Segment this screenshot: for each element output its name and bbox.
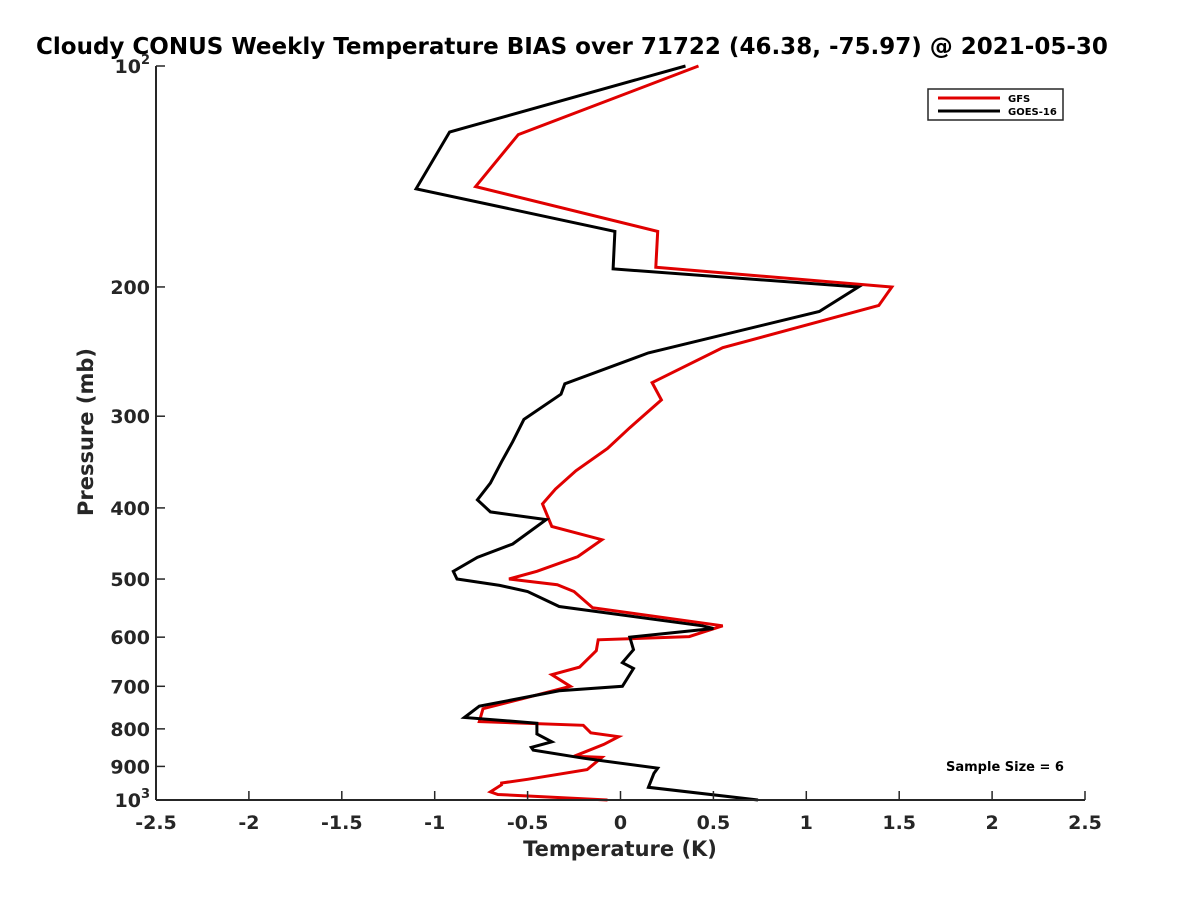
chart-title: Cloudy CONUS Weekly Temperature BIAS ove… — [36, 34, 1108, 60]
y-tick-label: 800 — [110, 719, 150, 741]
y-tick-label: 300 — [110, 406, 150, 428]
y-tick-base: 10 — [115, 56, 141, 78]
series-line-goes-16 — [413, 64, 863, 802]
legend-label-gfs: GFS — [1008, 94, 1030, 105]
y-tick-base: 10 — [115, 790, 141, 812]
y-tick-label: 102 — [115, 53, 151, 78]
legend-box — [927, 88, 1064, 121]
x-tick-label: -2 — [238, 812, 259, 834]
y-tick-label: 600 — [110, 627, 150, 649]
legend-label-goes-16: GOES-16 — [1008, 107, 1057, 118]
y-tick-label: 700 — [110, 676, 150, 698]
y-tick-label: 400 — [110, 498, 150, 520]
y-tick-exponent: 3 — [141, 787, 150, 802]
y-tick-label: 500 — [110, 569, 150, 591]
y-tick-exponent: 2 — [141, 53, 150, 68]
x-tick-label: -1 — [424, 812, 445, 834]
x-tick-label: -0.5 — [507, 812, 549, 834]
x-tick-label: -1.5 — [321, 812, 363, 834]
y-tick-label: 200 — [110, 277, 150, 299]
series-layer — [413, 64, 895, 802]
y-tick-label: 103 — [115, 787, 151, 812]
x-tick-label: -2.5 — [135, 812, 177, 834]
x-tick-label: 1.5 — [882, 812, 916, 834]
x-tick-label: 0 — [614, 812, 627, 834]
x-tick-label: 2 — [985, 812, 998, 834]
series-line-gfs — [472, 64, 895, 802]
y-axis-label: Pressure (mb) — [74, 348, 98, 516]
x-tick-label: 1 — [800, 812, 813, 834]
y-tick-label: 900 — [110, 756, 150, 778]
axes-layer: -2.5 -2 -1.5 -1 -0.5 0 0.5 1 1.5 2 2.5102200300400… — [110, 53, 1102, 834]
x-tick-label: 2.5 — [1068, 812, 1102, 834]
legend: GFS GOES-16 — [927, 88, 1064, 121]
x-tick-label: 0.5 — [697, 812, 731, 834]
x-axis-label: Temperature (K) — [523, 837, 717, 861]
sample-size-annotation: Sample Size = 6 — [946, 760, 1064, 775]
